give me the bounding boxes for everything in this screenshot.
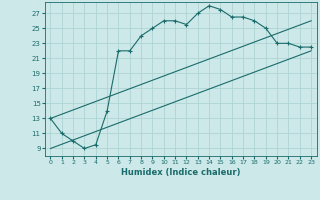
- X-axis label: Humidex (Indice chaleur): Humidex (Indice chaleur): [121, 168, 241, 177]
